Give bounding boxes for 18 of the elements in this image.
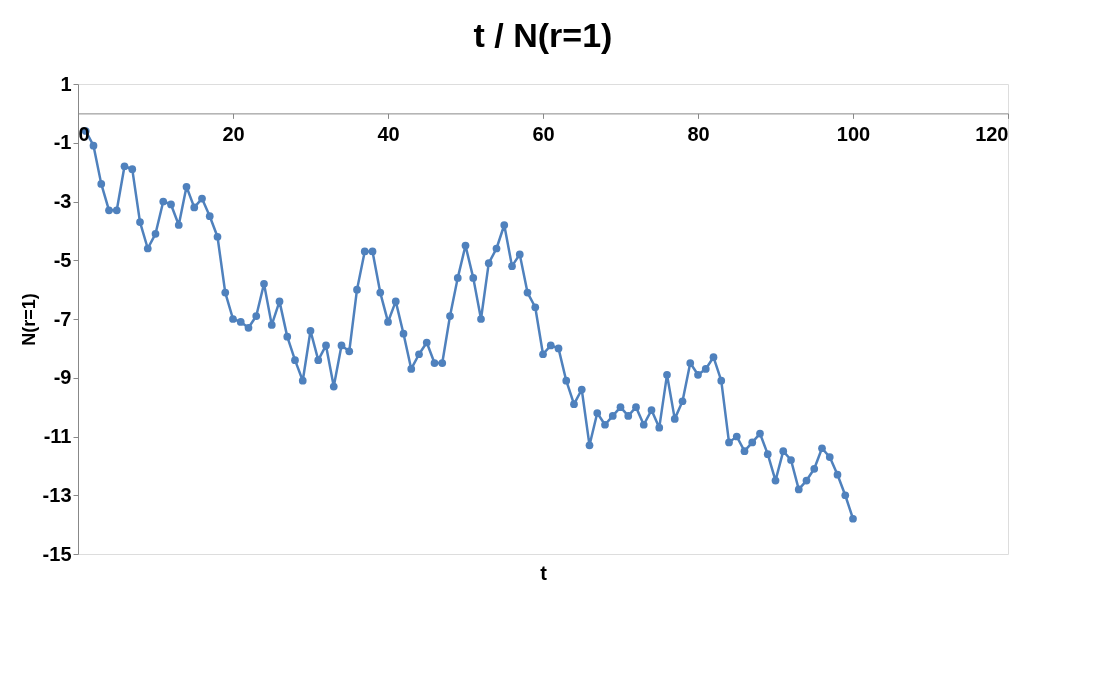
y-tick-label: -9 (53, 366, 72, 389)
x-tick-label: 120 (975, 122, 1009, 145)
y-tick-label: -7 (53, 307, 72, 330)
y-tick-label: -5 (53, 248, 72, 271)
y-tick-label: -13 (42, 483, 72, 506)
y-tick-label: -1 (53, 131, 72, 154)
y-tick-label: -11 (43, 425, 72, 447)
y-tick-label: -15 (42, 542, 72, 565)
x-tick-label: 100 (836, 122, 871, 145)
y-tick-label: 1 (60, 72, 72, 95)
chart-title: t / N(r=1) (473, 16, 613, 54)
x-tick-label: 20 (222, 122, 245, 145)
x-tick-label: 40 (377, 122, 400, 145)
y-axis-title: N(r=1) (18, 293, 39, 346)
x-tick-label: 60 (532, 122, 555, 145)
y-tick-label: -3 (53, 190, 72, 212)
x-tick-label: 80 (687, 122, 710, 145)
x-axis-title: t (540, 561, 548, 584)
